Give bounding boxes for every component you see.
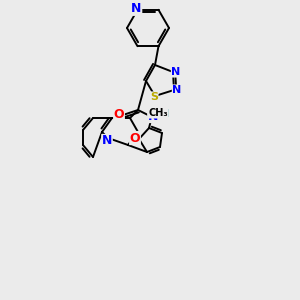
- Text: H: H: [160, 109, 169, 119]
- Text: O: O: [130, 131, 140, 145]
- Text: O: O: [114, 109, 124, 122]
- Text: N: N: [131, 2, 142, 15]
- Text: N: N: [171, 67, 181, 77]
- Text: N: N: [148, 110, 158, 122]
- Text: N: N: [172, 85, 182, 95]
- Text: CH₃: CH₃: [148, 108, 168, 118]
- Text: N: N: [102, 134, 112, 148]
- Text: S: S: [150, 92, 158, 102]
